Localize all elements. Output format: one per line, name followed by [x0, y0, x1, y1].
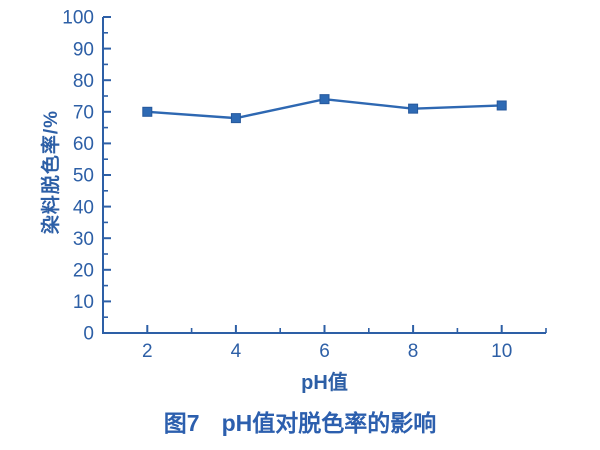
y-tick-label: 30 — [73, 229, 94, 250]
data-point — [142, 106, 153, 117]
y-tick-label: 50 — [73, 166, 94, 187]
data-point — [408, 103, 419, 114]
data-point — [496, 100, 507, 111]
figure-caption-number: 图7 — [163, 410, 200, 436]
y-tick-label: 20 — [73, 260, 94, 281]
y-tick-label: 100 — [62, 8, 94, 29]
figure-caption: 图7 pH值对脱色率的影响 — [0, 404, 600, 438]
y-tick-label: 70 — [73, 102, 94, 123]
data-point — [230, 113, 241, 124]
x-tick-label: 2 — [142, 341, 153, 362]
y-tick-label: 10 — [73, 292, 94, 313]
y-tick-label: 0 — [83, 324, 94, 345]
x-tick-label: 4 — [231, 341, 242, 362]
y-axis-title: 染料脱色率/% — [41, 109, 62, 235]
chart-svg: 0 10 20 30 40 50 60 70 80 90 100 2 4 6 8 10 — [62, 8, 547, 362]
x-tick-label: 6 — [319, 341, 330, 362]
x-axis-title: pH值 — [301, 372, 348, 394]
y-tick-label: 80 — [73, 71, 94, 92]
y-tick-label: 40 — [73, 197, 94, 218]
axes — [102, 17, 546, 334]
y-tick-label: 90 — [73, 39, 94, 60]
y-tick-label: 60 — [73, 134, 94, 155]
data-point — [319, 94, 330, 105]
x-tick-label: 8 — [408, 341, 419, 362]
x-tick-label: 10 — [491, 341, 512, 362]
figure-caption-text: pH值对脱色率的影响 — [221, 410, 437, 436]
